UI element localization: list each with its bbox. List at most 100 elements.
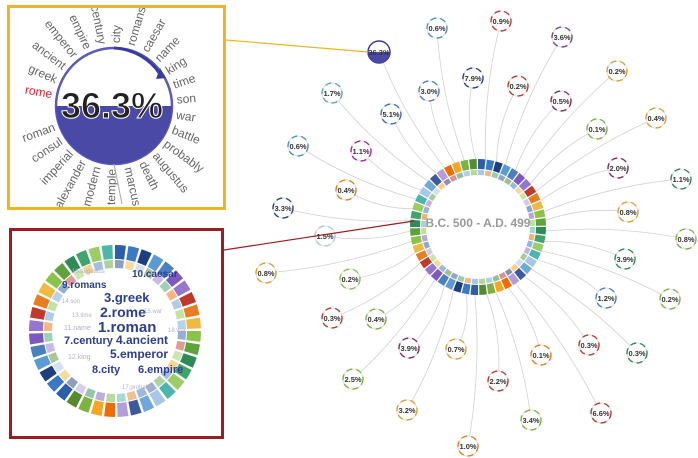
ring-inner-segment: [443, 178, 452, 186]
topic-node[interactable]: 1.7%: [321, 82, 343, 104]
ring-segment[interactable]: [479, 284, 487, 295]
ring-segment[interactable]: [437, 273, 449, 286]
topic-node[interactable]: 3.9%: [398, 337, 420, 359]
topic-node[interactable]: 36.3%: [367, 40, 391, 64]
topic-node[interactable]: 2.2%: [487, 370, 509, 392]
topic-node[interactable]: 0.1%: [586, 118, 608, 140]
node-percent-label: 0.8%: [677, 235, 694, 244]
ring-segment[interactable]: [494, 280, 505, 293]
node-percent-label: 0.5%: [552, 97, 569, 106]
topic-node[interactable]: 1.5%: [314, 225, 336, 247]
topic-node[interactable]: 1.0%: [457, 435, 479, 457]
ring-segment[interactable]: [412, 202, 424, 212]
ring-segment[interactable]: [486, 283, 496, 295]
ring-segment[interactable]: [478, 159, 486, 170]
topic-node[interactable]: 0.9%: [490, 10, 512, 32]
node-percent-label: 1.1%: [352, 147, 369, 156]
topic-node[interactable]: 0.2%: [507, 75, 529, 97]
topic-node[interactable]: 0.1%: [530, 344, 552, 366]
ring-segment[interactable]: [410, 228, 421, 236]
ring-segment[interactable]: [534, 209, 546, 219]
ring-segment[interactable]: [500, 164, 511, 177]
ring-segment[interactable]: [412, 243, 425, 254]
mini-ring-segment: [104, 402, 115, 417]
topic-node[interactable]: 3.0%: [418, 80, 440, 102]
topic-node[interactable]: 0.8%: [617, 201, 639, 223]
ring-segment[interactable]: [419, 186, 432, 198]
mini-ring-inner: [58, 369, 71, 382]
ring-segment[interactable]: [534, 234, 546, 244]
ring-segment[interactable]: [493, 161, 503, 173]
ring-segment[interactable]: [424, 179, 437, 192]
topic-node[interactable]: 3.3%: [272, 197, 294, 219]
ring-segment[interactable]: [513, 173, 526, 186]
topic-node[interactable]: 0.2%: [339, 268, 361, 290]
ring-segment[interactable]: [451, 161, 462, 174]
topic-node[interactable]: 3.4%: [520, 409, 542, 431]
topic-node[interactable]: 0.3%: [578, 334, 600, 356]
ring-segment[interactable]: [469, 159, 477, 170]
topic-node[interactable]: 7.9%: [462, 67, 484, 89]
ring-inner-segment: [438, 264, 447, 273]
ring-segment[interactable]: [410, 219, 421, 227]
ring-segment[interactable]: [501, 277, 512, 290]
ring-inner-segment: [497, 174, 506, 182]
ring-segment[interactable]: [453, 281, 463, 293]
ring-segment[interactable]: [507, 168, 519, 181]
ring-segment[interactable]: [528, 249, 541, 260]
ring-segment[interactable]: [445, 277, 456, 290]
ring-segment[interactable]: [514, 268, 527, 281]
ring-segment[interactable]: [424, 263, 437, 276]
topic-node[interactable]: 0.2%: [606, 60, 628, 82]
ring-segment[interactable]: [429, 173, 442, 186]
topic-node[interactable]: 5.1%: [380, 103, 402, 125]
ring-segment[interactable]: [532, 242, 544, 252]
topic-node[interactable]: 0.4%: [365, 308, 387, 330]
ring-segment[interactable]: [519, 178, 532, 191]
ring-segment[interactable]: [436, 168, 449, 181]
topic-node[interactable]: 0.2%: [659, 288, 681, 310]
topic-node[interactable]: 1.1%: [350, 140, 372, 162]
ring-segment[interactable]: [528, 193, 541, 204]
topic-node[interactable]: 1.1%: [670, 168, 692, 190]
ring-segment[interactable]: [524, 256, 537, 268]
ring-segment[interactable]: [410, 235, 422, 245]
topic-node[interactable]: 0.3%: [626, 342, 648, 364]
topic-node[interactable]: 3.9%: [614, 248, 636, 270]
ring-segment[interactable]: [470, 284, 478, 295]
ring-segment[interactable]: [444, 164, 455, 177]
topic-node[interactable]: 0.6%: [426, 17, 448, 39]
ring-segment[interactable]: [531, 200, 544, 211]
topic-node[interactable]: 0.6%: [287, 135, 309, 157]
ring-segment[interactable]: [461, 283, 471, 295]
ring-segment[interactable]: [524, 185, 537, 198]
topic-node[interactable]: 6.6%: [590, 402, 612, 424]
ring-segment[interactable]: [430, 268, 443, 281]
ring-inner-segment: [478, 170, 485, 176]
topic-node[interactable]: 0.7%: [445, 338, 467, 360]
ring-segment[interactable]: [415, 194, 428, 205]
ring-segment[interactable]: [507, 273, 520, 286]
ring-segment[interactable]: [535, 218, 546, 226]
topic-node[interactable]: 0.8%: [255, 262, 277, 284]
topic-node[interactable]: 0.5%: [550, 90, 572, 112]
topic-node[interactable]: 2.5%: [342, 368, 364, 390]
topic-node[interactable]: 3.6%: [551, 26, 573, 48]
topic-node[interactable]: 0.4%: [335, 179, 357, 201]
ring-segment[interactable]: [419, 256, 432, 269]
mini-ring-segment: [30, 306, 46, 320]
mini-ring-inner: [145, 381, 157, 394]
ring-segment[interactable]: [485, 159, 495, 171]
topic-node[interactable]: 0.8%: [675, 228, 697, 250]
ring-segment[interactable]: [415, 250, 428, 261]
ring-segment[interactable]: [519, 262, 532, 275]
topic-node[interactable]: 0.4%: [645, 107, 667, 129]
ring-segment[interactable]: [410, 210, 422, 220]
topic-node[interactable]: 0.3%: [321, 307, 343, 329]
topic-node[interactable]: 3.2%: [396, 399, 418, 421]
ring-segment[interactable]: [535, 227, 546, 235]
topic-node[interactable]: 1.2%: [595, 287, 617, 309]
node-percent-label: 0.1%: [588, 125, 605, 134]
topic-node[interactable]: 2.0%: [607, 157, 629, 179]
ring-segment[interactable]: [460, 159, 470, 171]
